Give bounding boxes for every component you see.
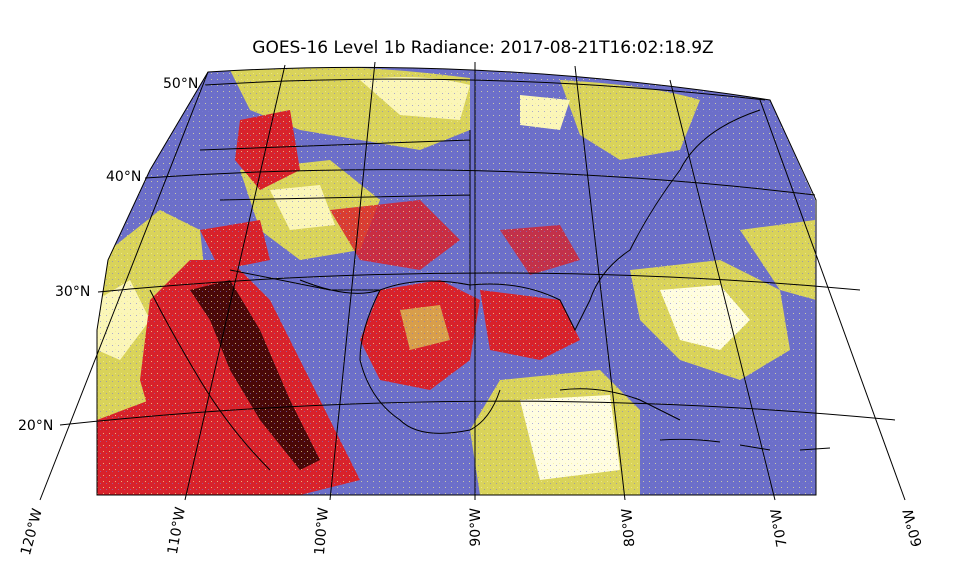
lon-label-60w: 60°W <box>900 507 926 549</box>
lat-label-20n: 20°N <box>18 418 53 434</box>
meridian-70w <box>669 79 776 501</box>
meridian-100w <box>329 61 376 501</box>
baja-california <box>149 289 271 471</box>
us-coastline <box>299 109 761 332</box>
lon-label-100w: 100°W <box>312 507 332 556</box>
parallel-30n <box>97 272 861 293</box>
meridian-60w <box>759 99 906 501</box>
map-boundary <box>96 66 817 496</box>
imagery-texture <box>97 67 816 495</box>
parallel-20n <box>59 400 896 426</box>
us-mexico-border <box>229 269 380 291</box>
us-state-borders <box>199 130 471 290</box>
lat-label-50n: 50°N <box>163 76 198 92</box>
lon-label-70w: 70°W <box>768 507 790 548</box>
parallel-40n <box>144 169 816 196</box>
graticule <box>39 61 906 501</box>
meridian-120w <box>39 71 209 501</box>
coastlines <box>149 109 831 471</box>
longitude-labels: 120°W 110°W 100°W 90°W 80°W 70°W 60°W <box>18 506 926 557</box>
map-title: GOES-16 Level 1b Radiance: 2017-08-21T16… <box>252 38 714 58</box>
satellite-imagery <box>97 67 816 495</box>
lon-label-90w: 90°W <box>468 508 484 547</box>
meridian-110w <box>184 64 286 501</box>
gulf-coast-mexico <box>359 289 501 434</box>
meridian-80w <box>574 65 626 501</box>
lat-label-40n: 40°N <box>106 169 141 185</box>
lon-label-80w: 80°W <box>619 508 638 548</box>
latitude-labels: 50°N 40°N 30°N 20°N <box>18 76 198 434</box>
cuba-outline <box>559 388 681 421</box>
lon-label-120w: 120°W <box>18 507 46 557</box>
caribbean-islands <box>659 438 831 451</box>
lat-label-30n: 30°N <box>55 284 90 300</box>
lon-label-110w: 110°W <box>165 506 189 556</box>
